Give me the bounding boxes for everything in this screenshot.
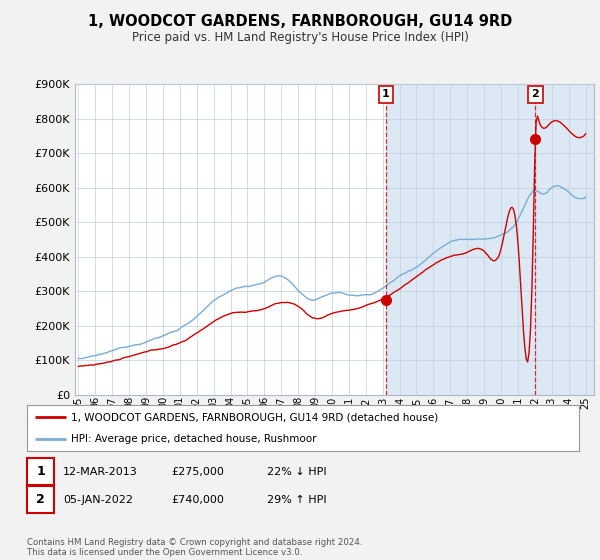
Bar — [386, 84, 535, 395]
Text: 2: 2 — [36, 493, 45, 506]
Text: 1: 1 — [36, 465, 45, 478]
Text: HPI: Average price, detached house, Rushmoor: HPI: Average price, detached house, Rush… — [71, 435, 317, 444]
Text: 1: 1 — [382, 90, 390, 99]
Bar — [75, 84, 386, 395]
Text: 1, WOODCOT GARDENS, FARNBOROUGH, GU14 9RD: 1, WOODCOT GARDENS, FARNBOROUGH, GU14 9R… — [88, 14, 512, 29]
Text: 2: 2 — [532, 90, 539, 99]
Text: 22% ↓ HPI: 22% ↓ HPI — [267, 466, 326, 477]
Text: 12-MAR-2013: 12-MAR-2013 — [63, 466, 138, 477]
Text: £275,000: £275,000 — [171, 466, 224, 477]
Text: 29% ↑ HPI: 29% ↑ HPI — [267, 494, 326, 505]
Text: Price paid vs. HM Land Registry's House Price Index (HPI): Price paid vs. HM Land Registry's House … — [131, 31, 469, 44]
Text: 05-JAN-2022: 05-JAN-2022 — [63, 494, 133, 505]
Text: £740,000: £740,000 — [171, 494, 224, 505]
Text: Contains HM Land Registry data © Crown copyright and database right 2024.
This d: Contains HM Land Registry data © Crown c… — [27, 538, 362, 557]
Text: 1, WOODCOT GARDENS, FARNBOROUGH, GU14 9RD (detached house): 1, WOODCOT GARDENS, FARNBOROUGH, GU14 9R… — [71, 412, 439, 422]
